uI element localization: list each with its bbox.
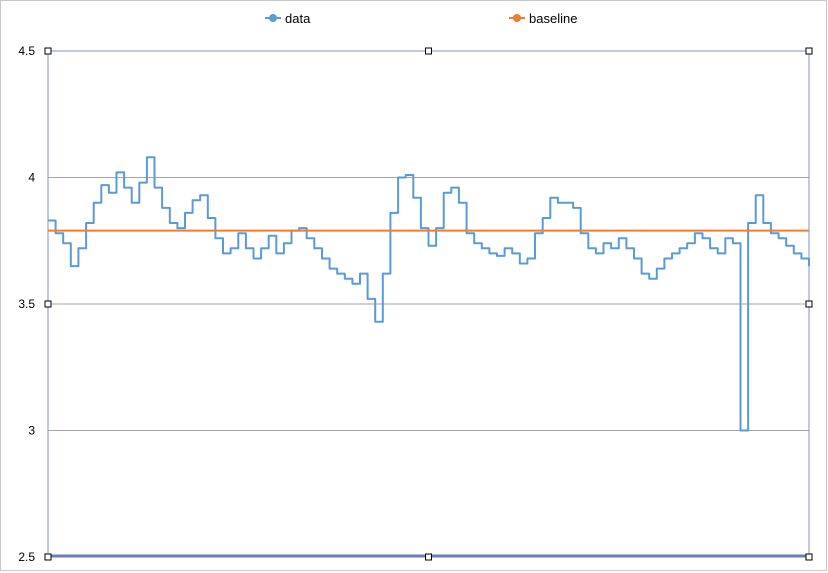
y-tick-label: 4 xyxy=(28,171,35,185)
legend-marker xyxy=(513,14,521,22)
legend-label: baseline xyxy=(529,11,577,26)
resize-handle[interactable] xyxy=(805,47,813,55)
legend-item-baseline: baseline xyxy=(509,11,577,26)
resize-handle[interactable] xyxy=(805,553,813,561)
resize-handle[interactable] xyxy=(44,300,52,308)
gridlines xyxy=(48,177,809,431)
y-tick-label: 4.5 xyxy=(18,44,35,58)
legend-label: data xyxy=(285,11,311,26)
resize-handle[interactable] xyxy=(44,47,52,55)
resize-handle[interactable] xyxy=(425,553,432,561)
series-line-data xyxy=(48,156,810,432)
resize-handle[interactable] xyxy=(425,47,432,55)
y-tick-label: 3 xyxy=(28,424,35,438)
y-tick-labels: 2.5 3 3.5 4 4.5 xyxy=(18,44,35,564)
y-tick-label: 2.5 xyxy=(18,550,35,564)
selection-handles[interactable] xyxy=(44,47,813,561)
legend-marker xyxy=(269,14,277,22)
y-tick-label: 3.5 xyxy=(18,297,35,311)
resize-handle[interactable] xyxy=(805,300,813,308)
legend-item-data: data xyxy=(265,11,311,26)
resize-handle[interactable] xyxy=(44,553,52,561)
series-lines xyxy=(48,156,810,432)
legend: data baseline xyxy=(265,11,577,26)
